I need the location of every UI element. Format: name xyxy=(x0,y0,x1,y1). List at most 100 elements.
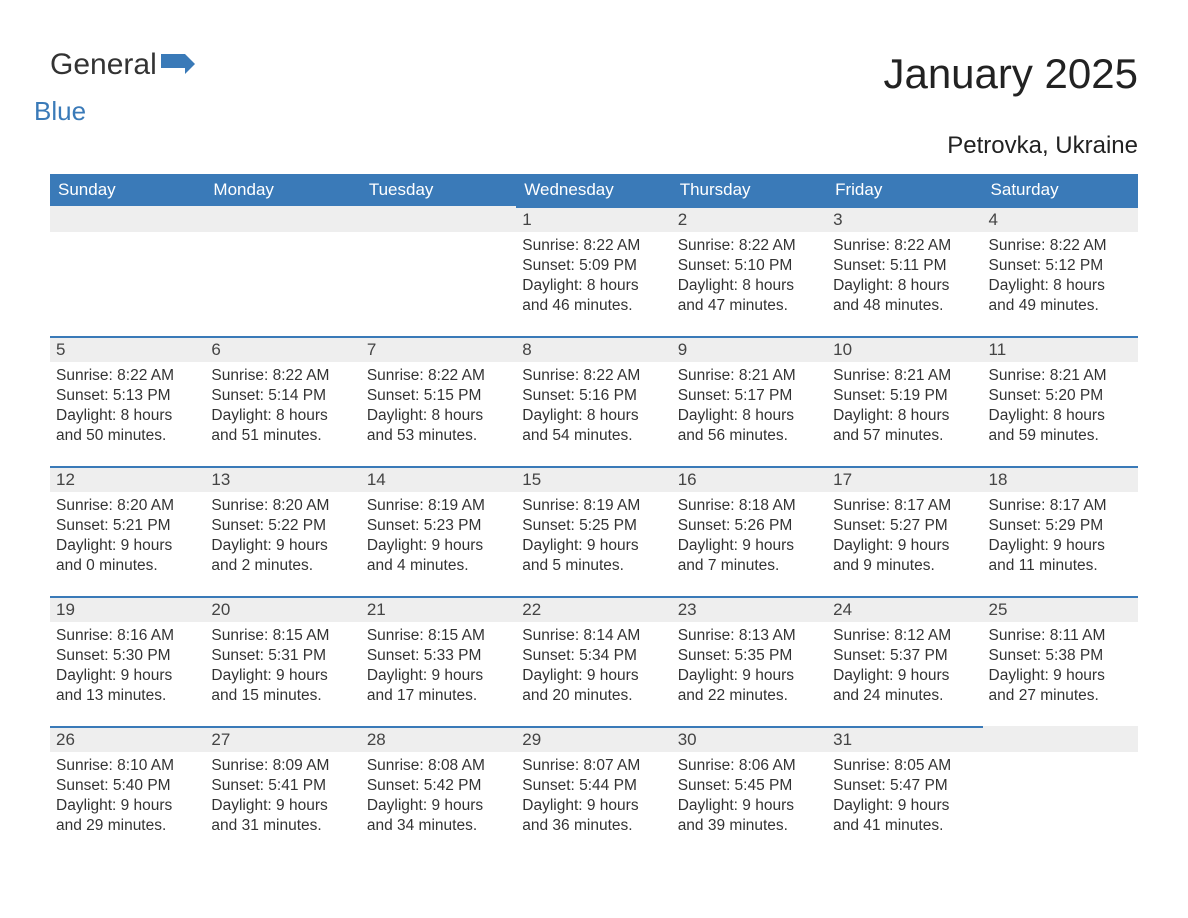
daylight-line1: Daylight: 8 hours xyxy=(989,406,1132,426)
day-number: 15 xyxy=(516,466,671,492)
daylight-line2: and 50 minutes. xyxy=(56,426,199,446)
calendar-day-cell: 16Sunrise: 8:18 AMSunset: 5:26 PMDayligh… xyxy=(672,466,827,596)
day-body: Sunrise: 8:20 AMSunset: 5:21 PMDaylight:… xyxy=(50,492,205,583)
daylight-line1: Daylight: 9 hours xyxy=(678,666,821,686)
sunset-text: Sunset: 5:34 PM xyxy=(522,646,665,666)
sunset-text: Sunset: 5:23 PM xyxy=(367,516,510,536)
day-body: Sunrise: 8:17 AMSunset: 5:29 PMDaylight:… xyxy=(983,492,1138,583)
sunrise-text: Sunrise: 8:05 AM xyxy=(833,756,976,776)
sunrise-text: Sunrise: 8:13 AM xyxy=(678,626,821,646)
daylight-line2: and 57 minutes. xyxy=(833,426,976,446)
day-body: Sunrise: 8:11 AMSunset: 5:38 PMDaylight:… xyxy=(983,622,1138,713)
sunset-text: Sunset: 5:31 PM xyxy=(211,646,354,666)
day-number: 13 xyxy=(205,466,360,492)
daylight-line1: Daylight: 9 hours xyxy=(989,536,1132,556)
day-number: 11 xyxy=(983,336,1138,362)
location-text: Petrovka, Ukraine xyxy=(50,132,1138,160)
daynum-bar-empty xyxy=(983,726,1138,752)
calendar-day-cell: 9Sunrise: 8:21 AMSunset: 5:17 PMDaylight… xyxy=(672,336,827,466)
day-body: Sunrise: 8:18 AMSunset: 5:26 PMDaylight:… xyxy=(672,492,827,583)
calendar-day-cell: 23Sunrise: 8:13 AMSunset: 5:35 PMDayligh… xyxy=(672,596,827,726)
daylight-line2: and 59 minutes. xyxy=(989,426,1132,446)
sunrise-text: Sunrise: 8:22 AM xyxy=(678,236,821,256)
daylight-line2: and 9 minutes. xyxy=(833,556,976,576)
header: General Blue January 2025 xyxy=(50,50,1138,124)
sunrise-text: Sunrise: 8:22 AM xyxy=(367,366,510,386)
sunrise-text: Sunrise: 8:21 AM xyxy=(833,366,976,386)
sunrise-text: Sunrise: 8:20 AM xyxy=(211,496,354,516)
sunrise-text: Sunrise: 8:15 AM xyxy=(367,626,510,646)
sunset-text: Sunset: 5:15 PM xyxy=(367,386,510,406)
calendar-day-cell: 22Sunrise: 8:14 AMSunset: 5:34 PMDayligh… xyxy=(516,596,671,726)
calendar-day-cell: 14Sunrise: 8:19 AMSunset: 5:23 PMDayligh… xyxy=(361,466,516,596)
day-body: Sunrise: 8:22 AMSunset: 5:16 PMDaylight:… xyxy=(516,362,671,453)
sunset-text: Sunset: 5:29 PM xyxy=(989,516,1132,536)
sunset-text: Sunset: 5:41 PM xyxy=(211,776,354,796)
weekday-header: Wednesday xyxy=(516,174,671,206)
day-body: Sunrise: 8:21 AMSunset: 5:17 PMDaylight:… xyxy=(672,362,827,453)
daylight-line2: and 5 minutes. xyxy=(522,556,665,576)
calendar-body: 1Sunrise: 8:22 AMSunset: 5:09 PMDaylight… xyxy=(50,206,1138,856)
day-number: 8 xyxy=(516,336,671,362)
calendar-day-cell: 15Sunrise: 8:19 AMSunset: 5:25 PMDayligh… xyxy=(516,466,671,596)
sunrise-text: Sunrise: 8:10 AM xyxy=(56,756,199,776)
daylight-line1: Daylight: 9 hours xyxy=(367,796,510,816)
daylight-line2: and 54 minutes. xyxy=(522,426,665,446)
day-body: Sunrise: 8:21 AMSunset: 5:19 PMDaylight:… xyxy=(827,362,982,453)
day-number: 16 xyxy=(672,466,827,492)
daynum-bar-empty xyxy=(205,206,360,232)
daylight-line2: and 15 minutes. xyxy=(211,686,354,706)
daylight-line2: and 49 minutes. xyxy=(989,296,1132,316)
daylight-line2: and 47 minutes. xyxy=(678,296,821,316)
day-number: 7 xyxy=(361,336,516,362)
daylight-line1: Daylight: 9 hours xyxy=(833,536,976,556)
daylight-line2: and 27 minutes. xyxy=(989,686,1132,706)
sunrise-text: Sunrise: 8:22 AM xyxy=(56,366,199,386)
calendar-week-row: 1Sunrise: 8:22 AMSunset: 5:09 PMDaylight… xyxy=(50,206,1138,336)
calendar-day-cell: 5Sunrise: 8:22 AMSunset: 5:13 PMDaylight… xyxy=(50,336,205,466)
day-body: Sunrise: 8:17 AMSunset: 5:27 PMDaylight:… xyxy=(827,492,982,583)
weekday-header: Monday xyxy=(205,174,360,206)
logo-flag-icon xyxy=(161,54,195,79)
day-number: 25 xyxy=(983,596,1138,622)
daylight-line2: and 24 minutes. xyxy=(833,686,976,706)
daylight-line2: and 31 minutes. xyxy=(211,816,354,836)
day-body: Sunrise: 8:19 AMSunset: 5:25 PMDaylight:… xyxy=(516,492,671,583)
daylight-line1: Daylight: 8 hours xyxy=(211,406,354,426)
day-body: Sunrise: 8:21 AMSunset: 5:20 PMDaylight:… xyxy=(983,362,1138,453)
sunrise-text: Sunrise: 8:21 AM xyxy=(989,366,1132,386)
daynum-bar-empty xyxy=(50,206,205,232)
day-number: 4 xyxy=(983,206,1138,232)
daylight-line1: Daylight: 9 hours xyxy=(211,796,354,816)
calendar-day-cell: 27Sunrise: 8:09 AMSunset: 5:41 PMDayligh… xyxy=(205,726,360,856)
day-number: 17 xyxy=(827,466,982,492)
daylight-line2: and 17 minutes. xyxy=(367,686,510,706)
daylight-line1: Daylight: 8 hours xyxy=(833,406,976,426)
calendar-day-cell xyxy=(50,206,205,336)
daylight-line1: Daylight: 9 hours xyxy=(56,536,199,556)
day-number: 20 xyxy=(205,596,360,622)
sunrise-text: Sunrise: 8:17 AM xyxy=(989,496,1132,516)
calendar-day-cell: 21Sunrise: 8:15 AMSunset: 5:33 PMDayligh… xyxy=(361,596,516,726)
daylight-line1: Daylight: 9 hours xyxy=(522,796,665,816)
logo: General Blue xyxy=(50,50,195,124)
day-number: 21 xyxy=(361,596,516,622)
daylight-line2: and 13 minutes. xyxy=(56,686,199,706)
day-number: 9 xyxy=(672,336,827,362)
day-number: 26 xyxy=(50,726,205,752)
calendar-day-cell: 8Sunrise: 8:22 AMSunset: 5:16 PMDaylight… xyxy=(516,336,671,466)
sunset-text: Sunset: 5:40 PM xyxy=(56,776,199,796)
sunset-text: Sunset: 5:17 PM xyxy=(678,386,821,406)
daylight-line2: and 56 minutes. xyxy=(678,426,821,446)
sunrise-text: Sunrise: 8:19 AM xyxy=(367,496,510,516)
daylight-line2: and 51 minutes. xyxy=(211,426,354,446)
daylight-line2: and 2 minutes. xyxy=(211,556,354,576)
day-body: Sunrise: 8:15 AMSunset: 5:33 PMDaylight:… xyxy=(361,622,516,713)
daylight-line2: and 11 minutes. xyxy=(989,556,1132,576)
calendar-day-cell: 26Sunrise: 8:10 AMSunset: 5:40 PMDayligh… xyxy=(50,726,205,856)
sunrise-text: Sunrise: 8:22 AM xyxy=(989,236,1132,256)
calendar-table: SundayMondayTuesdayWednesdayThursdayFrid… xyxy=(50,174,1138,856)
calendar-day-cell: 18Sunrise: 8:17 AMSunset: 5:29 PMDayligh… xyxy=(983,466,1138,596)
calendar-day-cell: 1Sunrise: 8:22 AMSunset: 5:09 PMDaylight… xyxy=(516,206,671,336)
day-number: 10 xyxy=(827,336,982,362)
